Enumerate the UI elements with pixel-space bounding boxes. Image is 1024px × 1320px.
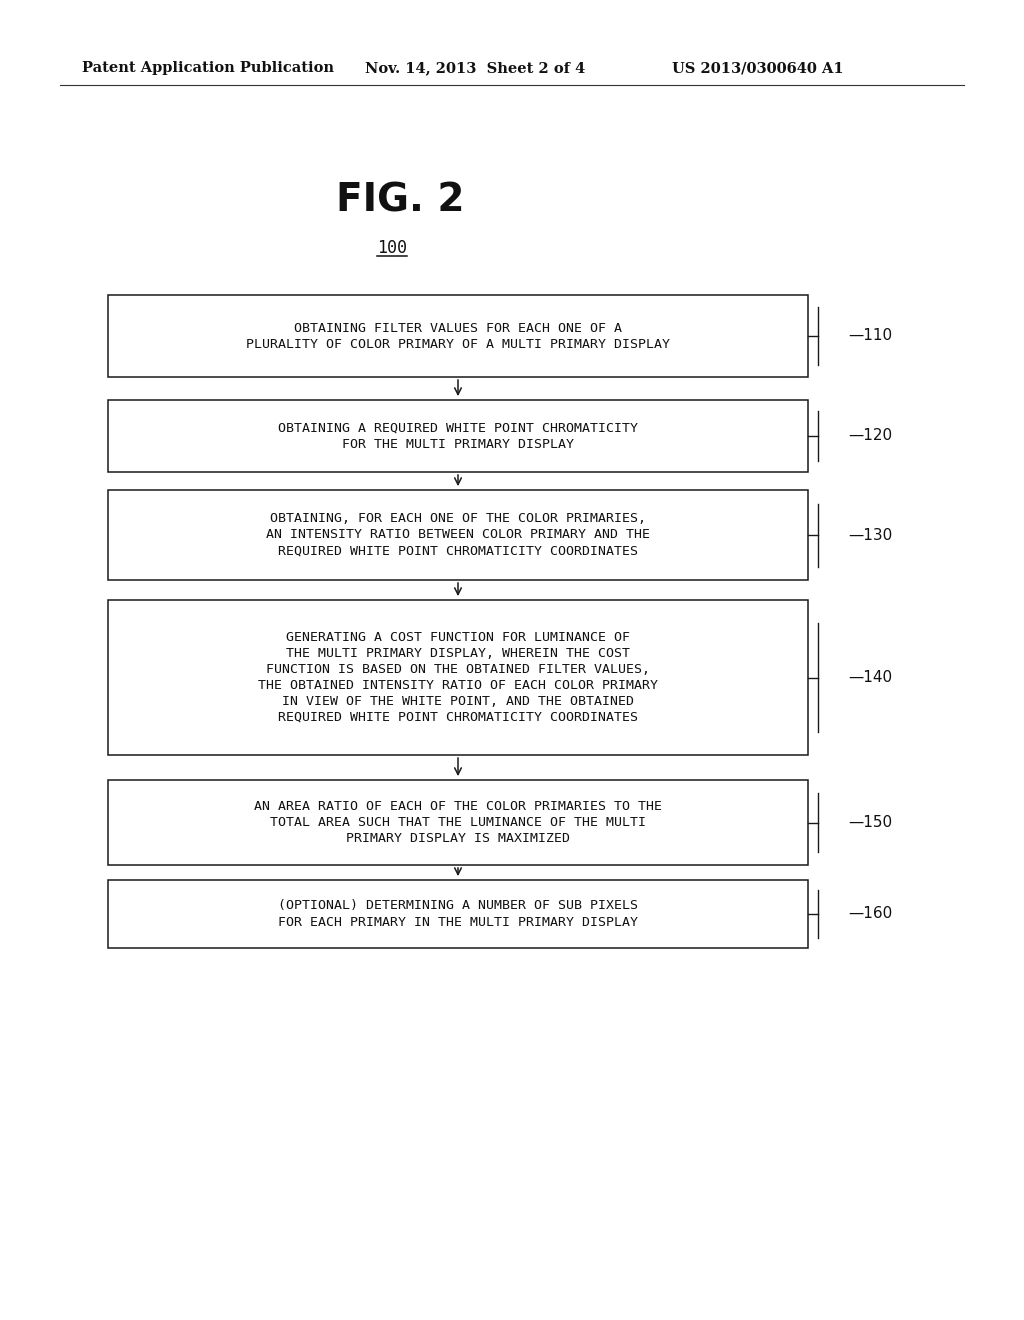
Text: FOR THE MULTI PRIMARY DISPLAY: FOR THE MULTI PRIMARY DISPLAY [342,437,574,450]
Text: (OPTIONAL) DETERMINING A NUMBER OF SUB PIXELS: (OPTIONAL) DETERMINING A NUMBER OF SUB P… [278,899,638,912]
Text: —120: —120 [848,429,892,444]
Text: 100: 100 [377,239,407,257]
Text: REQUIRED WHITE POINT CHROMATICITY COORDINATES: REQUIRED WHITE POINT CHROMATICITY COORDI… [278,711,638,723]
Text: —140: —140 [848,671,892,685]
Text: OBTAINING FILTER VALUES FOR EACH ONE OF A: OBTAINING FILTER VALUES FOR EACH ONE OF … [294,322,622,334]
Text: US 2013/0300640 A1: US 2013/0300640 A1 [672,61,844,75]
Text: —110: —110 [848,329,892,343]
Bar [108,780,808,865]
Text: FOR EACH PRIMARY IN THE MULTI PRIMARY DISPLAY: FOR EACH PRIMARY IN THE MULTI PRIMARY DI… [278,916,638,928]
Text: PRIMARY DISPLAY IS MAXIMIZED: PRIMARY DISPLAY IS MAXIMIZED [346,832,570,845]
Bar [108,400,808,473]
Text: GENERATING A COST FUNCTION FOR LUMINANCE OF: GENERATING A COST FUNCTION FOR LUMINANCE… [286,631,630,644]
Text: THE OBTAINED INTENSITY RATIO OF EACH COLOR PRIMARY: THE OBTAINED INTENSITY RATIO OF EACH COL… [258,678,658,692]
Text: Nov. 14, 2013  Sheet 2 of 4: Nov. 14, 2013 Sheet 2 of 4 [365,61,586,75]
Text: THE MULTI PRIMARY DISPLAY, WHEREIN THE COST: THE MULTI PRIMARY DISPLAY, WHEREIN THE C… [286,647,630,660]
Text: IN VIEW OF THE WHITE POINT, AND THE OBTAINED: IN VIEW OF THE WHITE POINT, AND THE OBTA… [282,696,634,708]
Text: FUNCTION IS BASED ON THE OBTAINED FILTER VALUES,: FUNCTION IS BASED ON THE OBTAINED FILTER… [266,663,650,676]
Text: PLURALITY OF COLOR PRIMARY OF A MULTI PRIMARY DISPLAY: PLURALITY OF COLOR PRIMARY OF A MULTI PR… [246,338,670,351]
Text: —160: —160 [848,907,892,921]
Text: —130: —130 [848,528,892,543]
Text: REQUIRED WHITE POINT CHROMATICITY COORDINATES: REQUIRED WHITE POINT CHROMATICITY COORDI… [278,544,638,557]
Bar [108,294,808,378]
Bar [108,601,808,755]
Text: OBTAINING A REQUIRED WHITE POINT CHROMATICITY: OBTAINING A REQUIRED WHITE POINT CHROMAT… [278,421,638,434]
Text: —150: —150 [848,814,892,830]
Text: AN INTENSITY RATIO BETWEEN COLOR PRIMARY AND THE: AN INTENSITY RATIO BETWEEN COLOR PRIMARY… [266,528,650,541]
Bar [108,490,808,579]
Text: TOTAL AREA SUCH THAT THE LUMINANCE OF THE MULTI: TOTAL AREA SUCH THAT THE LUMINANCE OF TH… [270,816,646,829]
Text: FIG. 2: FIG. 2 [336,181,464,219]
Text: AN AREA RATIO OF EACH OF THE COLOR PRIMARIES TO THE: AN AREA RATIO OF EACH OF THE COLOR PRIMA… [254,800,662,813]
Text: Patent Application Publication: Patent Application Publication [82,61,334,75]
Bar [108,880,808,948]
Text: OBTAINING, FOR EACH ONE OF THE COLOR PRIMARIES,: OBTAINING, FOR EACH ONE OF THE COLOR PRI… [270,512,646,525]
